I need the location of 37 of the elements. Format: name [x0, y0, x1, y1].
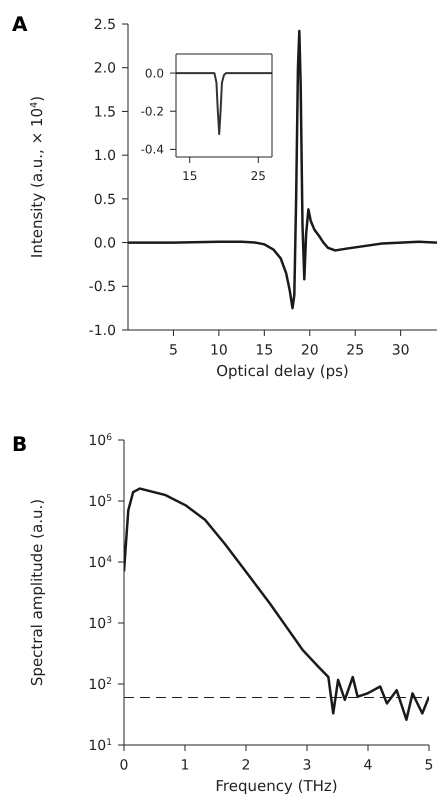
x-tick-label: 1 — [180, 758, 190, 774]
x-tick-label: 30 — [392, 342, 410, 359]
line-series — [176, 72, 272, 136]
y-tick-label: -0.2 — [140, 104, 164, 118]
y-tick-label: -0.4 — [140, 142, 164, 157]
y-tick-label: 0.5 — [94, 192, 116, 208]
y-tick-label: 0.0 — [144, 66, 164, 80]
y-tick-label: 10$^{6}$ — [88, 432, 112, 449]
x-tick-label: 3 — [302, 758, 312, 774]
chart-title: A — [12, 12, 28, 36]
y-tick-label: 1.0 — [94, 148, 116, 164]
y-tick-label: 2.0 — [94, 60, 116, 77]
y-tick-label: 1.5 — [94, 104, 116, 120]
y-tick-label: 10$^{1}$ — [88, 738, 112, 754]
x-tick-label: 10 — [210, 342, 228, 359]
y-axis-title: Spectral amplitude (a.u.) — [28, 498, 46, 686]
y-tick-label: 10$^{2}$ — [88, 676, 112, 693]
x-tick-label: 25 — [346, 342, 364, 359]
x-axis-title: Frequency (THz) — [215, 777, 338, 795]
x-tick-label: 5 — [424, 758, 434, 774]
x-tick-label: 15 — [182, 168, 198, 183]
y-tick-label: 10$^{3}$ — [88, 616, 112, 632]
x-tick-label: 25 — [250, 168, 266, 183]
y-tick-label: 2.5 — [94, 16, 116, 33]
x-axis-title: Optical delay (ps) — [216, 362, 349, 380]
y-tick-label: -0.5 — [88, 279, 116, 296]
y-tick-label: 10$^{5}$ — [88, 494, 112, 510]
chart-title: B — [12, 432, 28, 456]
y-tick-label: 10$^{4}$ — [88, 554, 112, 571]
x-tick-label: 5 — [168, 342, 178, 359]
x-tick-label: 4 — [364, 758, 373, 774]
y-tick-label: -1.0 — [88, 322, 116, 339]
x-tick-label: 15 — [255, 342, 274, 359]
x-tick-label: 20 — [300, 342, 319, 359]
y-tick-label: 0.0 — [94, 235, 116, 252]
x-tick-label: 0 — [120, 758, 128, 774]
x-tick-label: 2 — [242, 758, 250, 774]
